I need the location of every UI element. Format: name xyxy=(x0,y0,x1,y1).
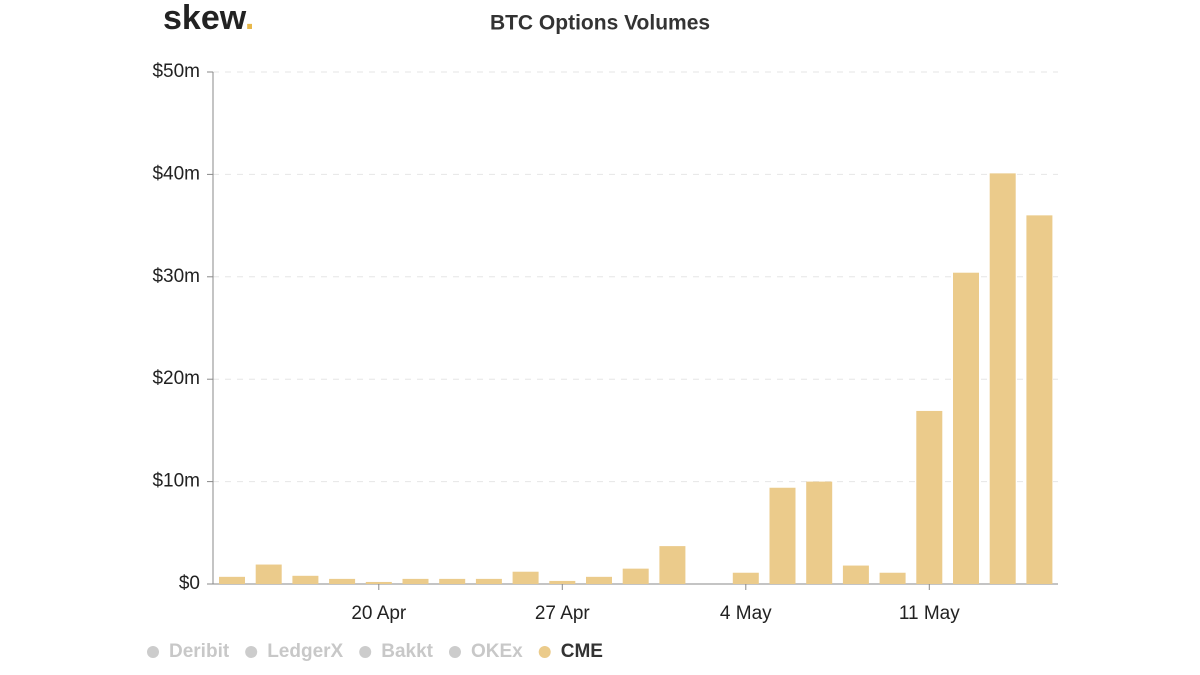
bar xyxy=(769,487,796,584)
bar xyxy=(732,572,759,584)
chart-title: BTC Options Volumes xyxy=(490,12,710,35)
y-tick-label: $50m xyxy=(152,61,200,82)
legend-marker xyxy=(359,646,372,658)
y-tick-label: $10m xyxy=(152,471,200,492)
legend-label: Deribit xyxy=(169,641,230,662)
bar xyxy=(806,481,833,584)
y-tick-label: $0 xyxy=(179,573,200,594)
legend-label: LedgerX xyxy=(267,641,343,662)
bar xyxy=(402,578,429,584)
bar xyxy=(659,546,686,584)
logo: skew. xyxy=(163,0,254,37)
x-tick-label: 27 Apr xyxy=(535,603,591,624)
legend-label: CME xyxy=(561,641,603,662)
bar xyxy=(1026,215,1053,585)
legend-marker xyxy=(147,646,159,658)
x-tick-label: 4 May xyxy=(720,603,772,624)
x-tick-label: 20 Apr xyxy=(351,603,407,624)
bar xyxy=(329,578,356,584)
legend-label: OKEx xyxy=(471,641,523,662)
legend-marker xyxy=(538,646,551,658)
legend-marker xyxy=(245,646,258,658)
bar xyxy=(953,272,979,584)
bar xyxy=(219,576,245,584)
x-tick-label: 11 May xyxy=(899,603,960,624)
bar xyxy=(879,572,906,584)
bar xyxy=(475,578,502,584)
bar xyxy=(549,580,576,584)
y-tick-label: $20m xyxy=(152,368,200,389)
y-tick-label: $30m xyxy=(152,266,200,287)
bar xyxy=(622,568,649,584)
bar xyxy=(292,575,319,584)
legend-label: Bakkt xyxy=(381,641,433,662)
bar xyxy=(439,578,466,584)
bar xyxy=(916,410,943,584)
bar xyxy=(586,576,612,584)
y-tick-label: $40m xyxy=(152,163,200,184)
bar xyxy=(365,581,392,584)
bar xyxy=(989,173,1016,584)
bar xyxy=(842,565,869,584)
bar xyxy=(255,564,282,584)
bar xyxy=(512,571,539,584)
legend-marker xyxy=(448,646,461,658)
